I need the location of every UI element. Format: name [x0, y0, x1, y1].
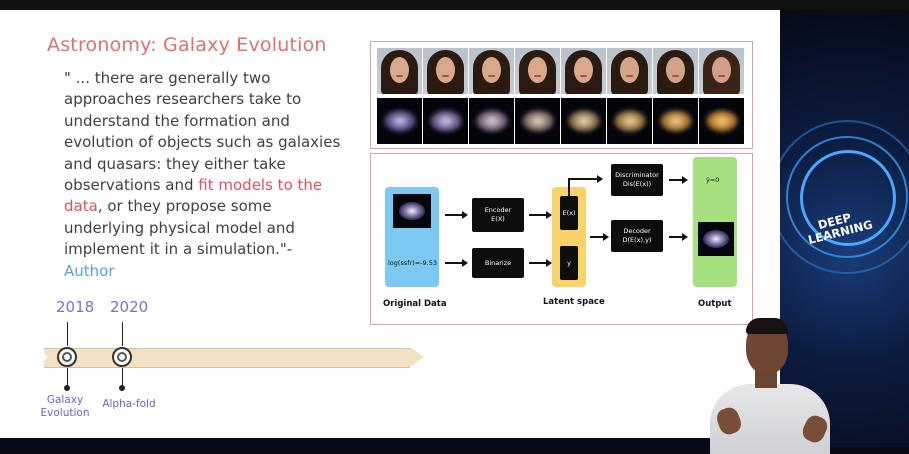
timeline-node-2018[interactable] [57, 347, 77, 367]
timeline-dot [119, 385, 125, 391]
encoder-label: Encoder [484, 206, 512, 214]
face-image [515, 48, 560, 94]
encoder-block: Encoder E(X) [472, 198, 524, 232]
galaxy-image [561, 98, 606, 144]
discriminator-function: Dis(E(x)) [622, 180, 652, 188]
timeline-label-galaxy-evolution: Galaxy Evolution [32, 394, 98, 420]
face-image [377, 48, 422, 94]
discriminator-block: Discriminator Dis(E(x)) [611, 164, 663, 196]
face-image [607, 48, 652, 94]
presenter-video [700, 312, 840, 454]
output-caption: Output [698, 299, 732, 309]
galaxy-image [607, 98, 652, 144]
architecture-diagram: log(ssfr)=-9.53 Original Data Encoder E(… [370, 153, 753, 325]
timeline-year-2018: 2018 [56, 298, 95, 316]
timeline-bar [44, 348, 410, 368]
latent-space-caption: Latent space [543, 297, 605, 307]
arrow [568, 175, 603, 183]
top-bar [0, 0, 909, 10]
quote-part-2: , or they propose some underlying physic… [64, 197, 295, 259]
encoder-function: E(X) [491, 215, 505, 223]
slide: Astronomy: Galaxy Evolution " ... there … [0, 10, 780, 438]
timeline-label-alpha-fold: Alpha-fold [102, 398, 156, 410]
timeline-stem-top [122, 322, 123, 346]
arrow [669, 176, 688, 184]
galaxy-row [377, 98, 744, 144]
timeline-stem-top [67, 322, 68, 346]
face-image [561, 48, 606, 94]
timeline-node-2020[interactable] [112, 347, 132, 367]
face-image [469, 48, 514, 94]
presenter-hair [746, 318, 788, 334]
decoder-block: Decoder D(E(x),y) [611, 220, 663, 252]
ring [800, 150, 896, 246]
arrow [669, 233, 688, 241]
timeline-stem-bottom [67, 368, 68, 388]
decoder-function: D(E(x),y) [622, 236, 652, 244]
face-row [377, 48, 744, 94]
latent-ex-block: E(x) [560, 196, 578, 230]
figure-image-strip [370, 41, 753, 149]
timeline-arrow-head [410, 347, 424, 367]
slide-title: Astronomy: Galaxy Evolution [47, 34, 327, 56]
galaxy-image [515, 98, 560, 144]
galaxy-image [423, 98, 468, 144]
quote-author: Author [64, 261, 115, 280]
original-galaxy-image [393, 194, 431, 228]
timeline-dot [64, 385, 70, 391]
arrow [445, 259, 468, 267]
arrow [590, 233, 609, 241]
presenter-neck [755, 370, 777, 388]
galaxy-image [653, 98, 698, 144]
arrow [529, 211, 552, 219]
face-image [699, 48, 744, 94]
ring [786, 136, 908, 258]
timeline-label-line: Galaxy [46, 394, 84, 406]
timeline-notch [38, 347, 48, 367]
quote-text: " ... there are generally two approaches… [64, 68, 354, 282]
decoder-label: Decoder [623, 227, 651, 235]
y-hat-label: ŷ=0 [706, 176, 720, 184]
galaxy-image [377, 98, 422, 144]
binarize-block: Binarize [472, 248, 524, 278]
galaxy-image [469, 98, 514, 144]
ring [780, 120, 909, 274]
timeline-stem-bottom [122, 368, 123, 388]
face-image [423, 48, 468, 94]
timeline-label-line: Evolution [40, 407, 90, 419]
discriminator-label: Discriminator [615, 171, 659, 179]
original-data-caption: Original Data [383, 299, 447, 309]
latent-y-block: y [560, 246, 578, 280]
face-image [653, 48, 698, 94]
arrow [445, 211, 468, 219]
connector-line [568, 178, 570, 196]
galaxy-image [699, 98, 744, 144]
deep-learning-graphic: DEEP LEARNING [780, 10, 909, 447]
quote-highlight: fit models to the data [64, 176, 323, 216]
timeline-year-2020: 2020 [110, 298, 149, 316]
output-galaxy-image [698, 222, 734, 256]
sfr-label: log(ssfr)=-9.53 [388, 259, 437, 267]
arrow [529, 259, 552, 267]
quote-part-1: " ... there are generally two approaches… [64, 69, 341, 195]
